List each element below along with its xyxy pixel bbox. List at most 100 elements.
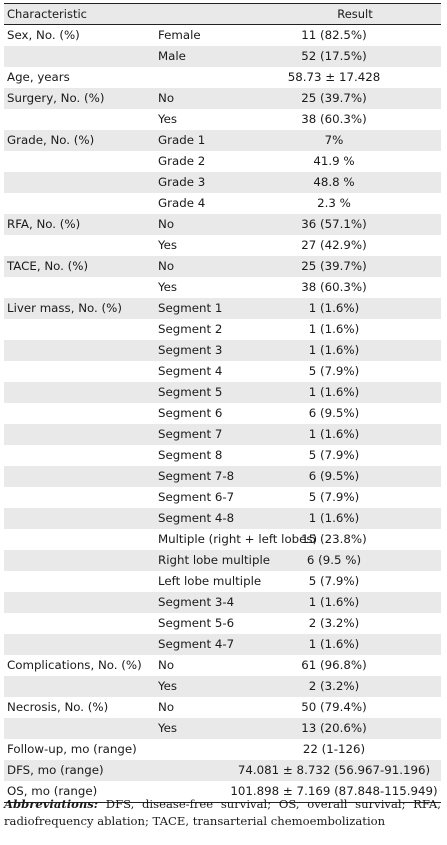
characteristic-cell: Necrosis, No. (%) <box>7 700 109 714</box>
table-row: Follow-up, mo (range) 22 (1-126) <box>4 739 441 760</box>
result-cell: 1 (1.6%) <box>308 595 360 609</box>
subgroup-cell: Segment 7 <box>158 427 223 441</box>
result-cell: 36 (57.1%) <box>301 217 367 231</box>
subgroup-cell: Male <box>158 49 186 63</box>
characteristic-cell: RFA, No. (%) <box>7 217 81 231</box>
result-cell: 7% <box>324 133 344 147</box>
subgroup-cell: Yes <box>158 679 178 693</box>
result-cell: 50 (79.4%) <box>301 700 367 714</box>
result-cell: 13 (20.6%) <box>301 721 367 735</box>
characteristic-cell: Sex, No. (%) <box>7 28 80 42</box>
table-row: Age, years 58.73 ± 17.428 <box>4 67 441 88</box>
table-row: Necrosis, No. (%) No 50 (79.4%) <box>4 697 441 718</box>
subgroup-cell: Grade 1 <box>158 133 206 147</box>
result-cell: 58.73 ± 17.428 <box>287 70 381 84</box>
table-row: Segment 4 5 (7.9%) <box>4 361 441 382</box>
table-row: Segment 8 5 (7.9%) <box>4 445 441 466</box>
table-row: Liver mass, No. (%) Segment 1 1 (1.6%) <box>4 298 441 319</box>
characteristic-cell: TACE, No. (%) <box>7 259 89 273</box>
subgroup-cell: No <box>158 259 175 273</box>
result-cell: 61 (96.8%) <box>301 658 367 672</box>
subgroup-cell: No <box>158 658 175 672</box>
table-row: Surgery, No. (%) No 25 (39.7%) <box>4 88 441 109</box>
result-cell: 41.9 % <box>313 154 355 168</box>
subgroup-cell: Segment 5-6 <box>158 616 235 630</box>
result-cell: 6 (9.5%) <box>308 406 360 420</box>
table-row: Grade 2 41.9 % <box>4 151 441 172</box>
subgroup-cell: Segment 6 <box>158 406 223 420</box>
table-row: Segment 6-7 5 (7.9%) <box>4 487 441 508</box>
header-result: Result <box>337 7 373 21</box>
table-row: Complications, No. (%) No 61 (96.8%) <box>4 655 441 676</box>
result-cell: 74.081 ± 8.732 (56.967-91.196) <box>237 763 431 777</box>
abbreviations-text: DFS, disease-free survival; OS, overall … <box>4 797 441 828</box>
result-cell: 6 (9.5 %) <box>306 553 362 567</box>
table-row: TACE, No. (%) No 25 (39.7%) <box>4 256 441 277</box>
characteristic-cell: Liver mass, No. (%) <box>7 301 122 315</box>
subgroup-cell: Female <box>158 28 201 42</box>
subgroup-cell: Segment 2 <box>158 322 223 336</box>
result-cell: 1 (1.6%) <box>308 427 360 441</box>
subgroup-cell: No <box>158 700 175 714</box>
result-cell: 5 (7.9%) <box>308 364 360 378</box>
table-row: Yes 38 (60.3%) <box>4 109 441 130</box>
table-row: Segment 6 6 (9.5%) <box>4 403 441 424</box>
result-cell: 11 (82.5%) <box>301 28 367 42</box>
result-cell: 22 (1-126) <box>302 742 366 756</box>
table-row: Segment 2 1 (1.6%) <box>4 319 441 340</box>
abbreviations-note: Abbreviations: DFS, disease-free surviva… <box>4 796 441 830</box>
subgroup-cell: Segment 6-7 <box>158 490 235 504</box>
subgroup-cell: Yes <box>158 112 178 126</box>
characteristic-cell: Complications, No. (%) <box>7 658 142 672</box>
subgroup-cell: Segment 5 <box>158 385 223 399</box>
subgroup-cell: Right lobe multiple <box>158 553 270 567</box>
subgroup-cell: Segment 4-8 <box>158 511 235 525</box>
result-cell: 2.3 % <box>317 196 351 210</box>
table-row: Multiple (right + left lobes) 15 (23.8%) <box>4 529 441 550</box>
subgroup-cell: Segment 3 <box>158 343 223 357</box>
subgroup-cell: Yes <box>158 721 178 735</box>
result-cell: 15 (23.8%) <box>301 532 367 546</box>
result-cell: 48.8 % <box>313 175 355 189</box>
subgroup-cell: Grade 3 <box>158 175 206 189</box>
table-row: Segment 3-4 1 (1.6%) <box>4 592 441 613</box>
result-cell: 5 (7.9%) <box>308 490 360 504</box>
subgroup-cell: No <box>158 217 175 231</box>
result-cell: 38 (60.3%) <box>301 112 367 126</box>
characteristic-cell: Surgery, No. (%) <box>7 91 105 105</box>
table-row: Sex, No. (%) Female 11 (82.5%) <box>4 25 441 46</box>
result-cell: 1 (1.6%) <box>308 511 360 525</box>
result-cell: 38 (60.3%) <box>301 280 367 294</box>
subgroup-cell: Yes <box>158 238 178 252</box>
subgroup-cell: Left lobe multiple <box>158 574 262 588</box>
table-row: Segment 5-6 2 (3.2%) <box>4 613 441 634</box>
subgroup-cell: Segment 8 <box>158 448 223 462</box>
subgroup-cell: Segment 3-4 <box>158 595 235 609</box>
subgroup-cell: Grade 2 <box>158 154 206 168</box>
table-row: Yes 27 (42.9%) <box>4 235 441 256</box>
subgroup-cell: Segment 4-7 <box>158 637 235 651</box>
table-row: Yes 2 (3.2%) <box>4 676 441 697</box>
table-row: DFS, mo (range) 74.081 ± 8.732 (56.967-91… <box>4 760 441 781</box>
subgroup-cell: Grade 4 <box>158 196 206 210</box>
result-cell: 25 (39.7%) <box>301 259 367 273</box>
result-cell: 25 (39.7%) <box>301 91 367 105</box>
characteristic-cell: DFS, mo (range) <box>7 763 104 777</box>
table-body: Sex, No. (%) Female 11 (82.5%) Male 52 (17.5… <box>4 25 441 803</box>
result-cell: 1 (1.6%) <box>308 385 360 399</box>
table-row: Yes 38 (60.3%) <box>4 277 441 298</box>
abbreviations-label: Abbreviations: <box>4 797 99 811</box>
table-row: Grade 3 48.8 % <box>4 172 441 193</box>
table-row: Segment 7 1 (1.6%) <box>4 424 441 445</box>
table-row: Segment 4-7 1 (1.6%) <box>4 634 441 655</box>
table-row: Left lobe multiple 5 (7.9%) <box>4 571 441 592</box>
subgroup-cell: Yes <box>158 280 178 294</box>
table-row: Grade 4 2.3 % <box>4 193 441 214</box>
result-cell: 1 (1.6%) <box>308 301 360 315</box>
result-cell: 52 (17.5%) <box>301 49 367 63</box>
characteristic-cell: Grade, No. (%) <box>7 133 95 147</box>
table-row: Segment 4-8 1 (1.6%) <box>4 508 441 529</box>
characteristic-cell: OS, mo (range) <box>7 784 98 798</box>
result-cell: 5 (7.9%) <box>308 574 360 588</box>
result-cell: 2 (3.2%) <box>308 616 360 630</box>
